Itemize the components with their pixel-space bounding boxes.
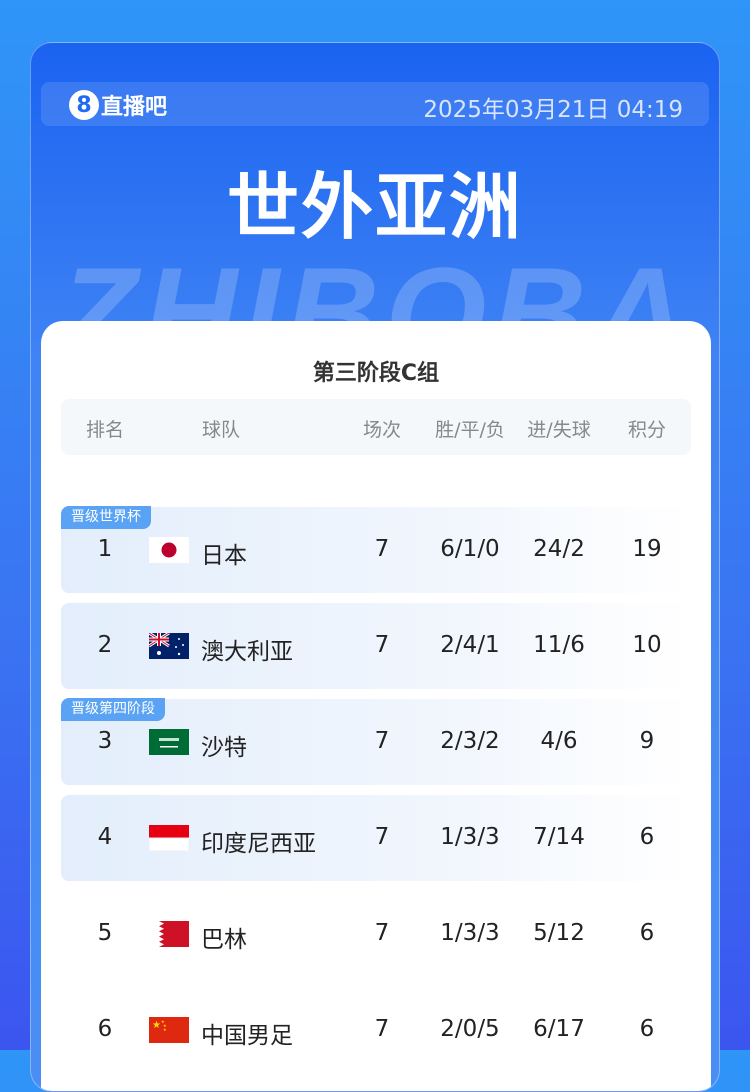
wdl: 2/0/5 [440,1016,500,1042]
page-title: 世外亚洲 [226,165,523,249]
table-row[interactable]: 4 印度尼西亚 7 1/3/3 7/14 6 [61,795,691,881]
goals: 11/6 [533,632,585,658]
svg-text:★: ★ [163,1023,167,1028]
australia-flag-icon [149,633,189,659]
played: 7 [374,728,390,754]
goals: 4/6 [540,728,578,754]
played: 7 [374,536,390,562]
table-row[interactable]: 5 巴林 7 1/3/3 5/12 6 [61,891,691,977]
rank: 3 [97,728,113,754]
points: 6 [639,824,655,850]
indonesia-flag-icon [149,825,189,851]
col-team: 球队 [201,419,241,441]
japan-flag-icon [149,537,189,563]
col-wdl: 胜/平/负 [435,419,505,441]
qualification-badge: 晋级第四阶段 [61,698,165,721]
points: 6 [639,920,655,946]
rank: 1 [97,536,113,562]
rank: 5 [97,920,113,946]
svg-text:★: ★ [161,1019,165,1024]
points: 6 [639,1016,655,1042]
logo-icon: 8 [69,90,99,120]
china-flag-icon: ★ ★ ★ ★ [149,1017,189,1043]
table-row[interactable]: 2 澳大利亚 7 2/4/1 11/6 10 [61,603,691,689]
wdl: 1/3/3 [440,920,500,946]
wdl: 2/3/2 [440,728,500,754]
col-rank: 排名 [85,419,125,441]
team-name: 印度尼西亚 [201,831,316,857]
team-name: 日本 [201,543,247,569]
logo-text: 直播吧 [101,95,168,120]
played: 7 [374,1016,390,1042]
group-title: 第三阶段C组 [312,361,440,386]
qualification-badge: 晋级世界杯 [61,506,151,529]
goals: 7/14 [533,824,585,850]
points: 10 [632,632,662,658]
played: 7 [374,824,390,850]
rank: 2 [97,632,113,658]
rank: 6 [97,1016,113,1042]
logo: 8 直播吧 [69,89,167,121]
rank: 4 [97,824,113,850]
datetime: 2025年03月21日 04:19 [423,97,683,123]
table-header: 排名 球队 场次 胜/平/负 进/失球 积分 [61,399,691,455]
col-points: 积分 [627,419,667,441]
table-row[interactable]: 晋级世界杯 1 日本 7 6/1/0 24/2 19 [61,506,691,593]
goals: 6/17 [533,1016,585,1042]
col-played: 场次 [362,419,402,441]
goals: 5/12 [533,920,585,946]
wdl: 6/1/0 [440,536,500,562]
standings-panel: 第三阶段C组 排名 球队 场次 胜/平/负 进/失球 积分 晋级世界杯 1 日本 7 6… [41,321,711,1091]
col-goals: 进/失球 [527,419,591,441]
points: 9 [639,728,655,754]
points: 19 [632,536,662,562]
team-name: 澳大利亚 [201,639,293,665]
top-bar: 8 直播吧 2025年03月21日 04:19 [41,82,709,126]
svg-text:★: ★ [163,1027,167,1032]
wdl: 1/3/3 [440,824,500,850]
table-row[interactable]: 晋级第四阶段 3 沙特 7 2/3/2 4/6 9 [61,698,691,785]
team-name: 中国男足 [201,1023,293,1049]
svg-text:★: ★ [152,1020,161,1031]
team-name: 沙特 [201,735,247,761]
saudi-arabia-flag-icon [149,729,189,755]
played: 7 [374,920,390,946]
goals: 24/2 [533,536,585,562]
wdl: 2/4/1 [440,632,500,658]
table-row[interactable]: 6 ★ ★ ★ ★ 中国男足 7 2/0/5 6/17 6 [61,987,691,1073]
bahrain-flag-icon [149,921,189,947]
played: 7 [374,632,390,658]
standings-card: 8 直播吧 2025年03月21日 04:19 世外亚洲 ZHIBOBA 第三阶段… [30,42,720,1092]
team-name: 巴林 [201,927,247,953]
